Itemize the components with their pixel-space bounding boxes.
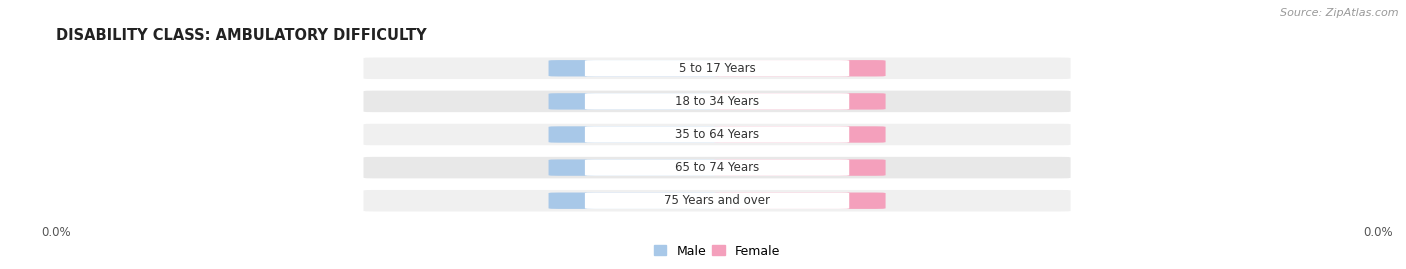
FancyBboxPatch shape: [714, 126, 886, 143]
Text: Source: ZipAtlas.com: Source: ZipAtlas.com: [1281, 8, 1399, 18]
FancyBboxPatch shape: [714, 160, 886, 176]
FancyBboxPatch shape: [548, 60, 720, 76]
FancyBboxPatch shape: [714, 60, 886, 76]
Text: 18 to 34 Years: 18 to 34 Years: [675, 95, 759, 108]
FancyBboxPatch shape: [585, 160, 849, 176]
FancyBboxPatch shape: [585, 193, 849, 209]
Text: 0.0%: 0.0%: [620, 162, 650, 173]
Text: 35 to 64 Years: 35 to 64 Years: [675, 128, 759, 141]
FancyBboxPatch shape: [364, 157, 1070, 178]
FancyBboxPatch shape: [548, 193, 720, 209]
FancyBboxPatch shape: [364, 190, 1070, 211]
FancyBboxPatch shape: [585, 93, 849, 109]
FancyBboxPatch shape: [364, 124, 1070, 145]
FancyBboxPatch shape: [364, 91, 1070, 112]
Legend: Male, Female: Male, Female: [650, 239, 785, 263]
Text: DISABILITY CLASS: AMBULATORY DIFFICULTY: DISABILITY CLASS: AMBULATORY DIFFICULTY: [56, 29, 427, 44]
Text: 0.0%: 0.0%: [620, 96, 650, 107]
FancyBboxPatch shape: [714, 193, 886, 209]
Text: 65 to 74 Years: 65 to 74 Years: [675, 161, 759, 174]
FancyBboxPatch shape: [548, 160, 720, 176]
FancyBboxPatch shape: [548, 93, 720, 109]
FancyBboxPatch shape: [714, 93, 886, 109]
FancyBboxPatch shape: [548, 126, 720, 143]
Text: 75 Years and over: 75 Years and over: [664, 194, 770, 207]
FancyBboxPatch shape: [585, 126, 849, 143]
Text: 0.0%: 0.0%: [620, 196, 650, 206]
Text: 0.0%: 0.0%: [785, 96, 814, 107]
Text: 5 to 17 Years: 5 to 17 Years: [679, 62, 755, 75]
Text: 0.0%: 0.0%: [785, 129, 814, 140]
FancyBboxPatch shape: [364, 58, 1070, 79]
FancyBboxPatch shape: [585, 60, 849, 76]
Text: 0.0%: 0.0%: [620, 63, 650, 73]
Text: 0.0%: 0.0%: [785, 63, 814, 73]
Text: 0.0%: 0.0%: [785, 162, 814, 173]
Text: 0.0%: 0.0%: [620, 129, 650, 140]
Text: 0.0%: 0.0%: [785, 196, 814, 206]
